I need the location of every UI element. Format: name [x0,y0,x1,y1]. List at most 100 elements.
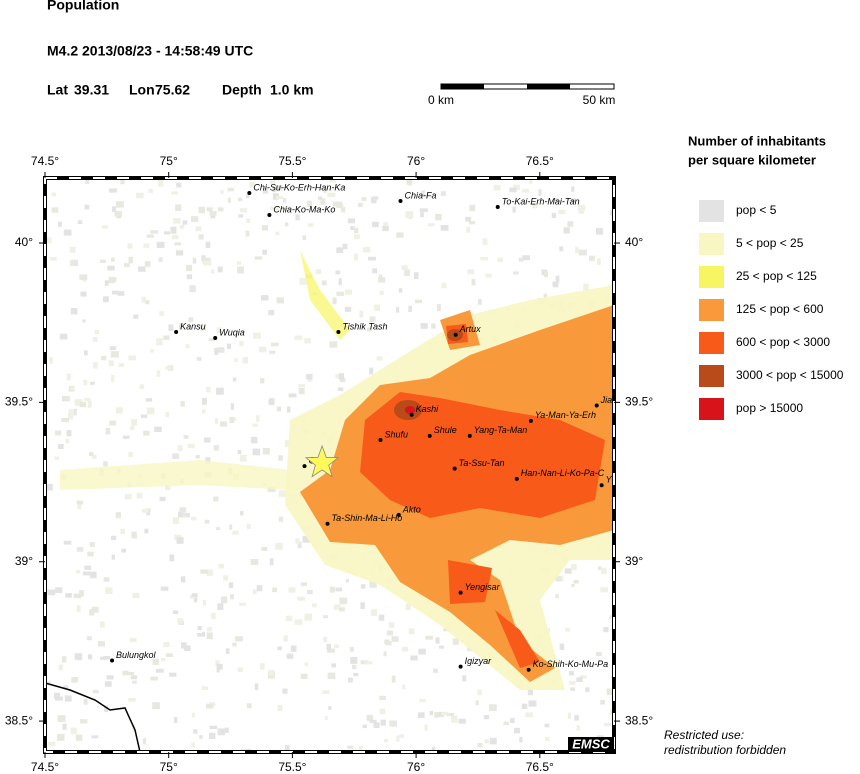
population-cell [87,654,93,660]
city-dot [267,212,272,217]
population-cell [379,290,384,295]
population-cell [254,683,259,691]
population-cell [268,310,275,316]
population-cell [173,717,178,724]
population-cell [340,378,346,383]
population-cell [302,235,307,240]
population-cell [206,632,213,640]
city-dot [528,418,533,423]
population-cell [369,580,377,588]
population-cell [360,660,369,665]
population-cell [61,417,69,423]
population-cell [100,621,105,628]
population-cell [207,627,212,632]
lat-tick-label: 40° [625,235,643,249]
population-cell [158,257,163,262]
population-cell [335,270,341,275]
city-dot [427,433,432,438]
population-cell [120,178,125,185]
population-cell [267,486,276,493]
city-dot [495,205,500,210]
population-cell [160,586,169,591]
city-dot [458,590,463,595]
population-cell [65,438,70,444]
city-dot [336,329,341,334]
lon-label: Lon [129,82,155,98]
population-cell [111,277,117,282]
population-cell [234,357,238,363]
population-cell [565,627,570,632]
legend-label: pop < 5 [736,203,777,217]
population-cell [458,718,466,724]
population-cell [345,579,350,583]
population-cell [336,247,344,254]
population-cell [163,642,170,648]
population-cell [132,680,137,684]
population-cell [261,546,268,551]
city-label: Chi-Su-Ko-Erh-Han-Ka [253,182,345,192]
population-cell [229,524,233,530]
population-cell [570,563,577,571]
city-label: Han-Nan-Li-Ko-Pa-C [521,468,605,478]
population-cell [354,253,359,261]
population-cell [54,456,60,460]
population-cell [93,362,98,369]
population-cell [260,295,269,301]
population-cell [521,703,528,709]
population-cell [148,189,153,194]
legend-title: per square kilometer [688,152,816,167]
population-cell [269,350,276,354]
population-cell [190,516,197,521]
population-cell [108,360,114,367]
population-cell [246,218,251,224]
population-cell [372,221,379,228]
population-cell [217,347,225,353]
population-cell [329,341,338,348]
population-cell [63,685,69,689]
population-cell [413,272,419,280]
badge-bg [568,737,614,752]
population-cell [116,201,124,208]
population-cell [252,589,257,595]
population-cell [216,387,224,395]
population-cell [68,409,73,416]
population-cell [378,274,383,279]
population-cell [199,326,206,332]
population-cell [208,732,216,739]
population-cell [294,619,303,625]
population-cell [302,535,310,543]
population-cell [87,636,92,641]
city-label: Ko-Shih-Ko-Mu-Pa [533,659,609,669]
population-cell [55,587,63,594]
population-cell [176,182,182,188]
population-cell [175,204,182,212]
city-label: Shule [434,425,457,435]
population-cell [171,191,178,195]
city-dot [452,466,457,471]
population-cell [195,455,200,459]
population-density [60,250,614,690]
population-cell [545,736,550,742]
legend-label: 3000 < pop < 15000 [736,368,844,382]
population-cell [71,677,78,683]
lon-tick-label: 76° [407,154,425,168]
population-cell [596,258,601,265]
population-cell [57,221,62,227]
population-cell [184,645,191,652]
population-cell [206,207,213,212]
population-cell [150,349,154,353]
population-cell [127,243,133,249]
population-cell [428,223,435,227]
population-cell [205,241,211,249]
population-cell [101,355,107,361]
population-cell [603,627,609,633]
population-cell [466,227,471,233]
city-label: Jia [600,395,613,405]
population-cell [215,660,220,667]
population-cell [431,746,436,752]
city-dot [467,433,472,438]
population-cell [571,186,575,192]
legend-swatch [699,332,724,354]
population-cell [104,705,108,713]
population-cell [246,523,251,530]
